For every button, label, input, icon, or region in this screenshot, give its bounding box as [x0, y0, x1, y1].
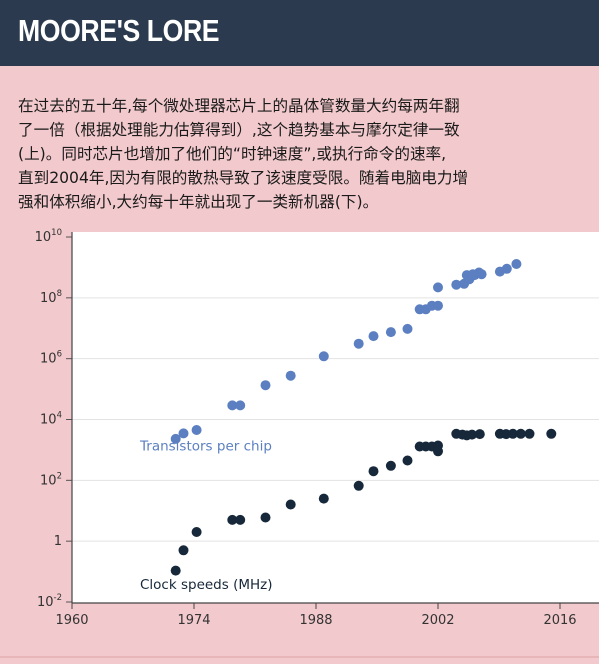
header-bar: MOORE'S LORE: [0, 0, 599, 66]
clock-speed-point: [178, 545, 189, 556]
labels: 1010 108 106 104 102 1 10-2 1960 1974 1988 2002 201…: [35, 228, 577, 628]
intro-line: 强和体积缩小,大约每十年就出现了一类新机器(下)。: [18, 193, 379, 211]
clock-speed-point: [191, 527, 202, 537]
series-label: Transistors per chip: [139, 439, 272, 455]
data-points: [170, 259, 557, 576]
transistor-point: [501, 263, 512, 274]
y-tick-label: 104: [40, 411, 62, 428]
y-tick-label: 10-2: [37, 593, 62, 610]
clock-speed-point: [507, 428, 518, 439]
moores-law-chart: 1010 108 106 104 102 1 10-2 1960 1974 1988 2002 201…: [35, 228, 599, 628]
transistor-point: [433, 282, 443, 293]
x-tick-label: 2002: [421, 613, 454, 628]
transistor-point: [402, 323, 413, 334]
y-tick-label: 106: [40, 350, 62, 367]
transistor-point: [433, 300, 443, 311]
clock-speed-point: [524, 428, 535, 439]
y-tick-label: 1: [54, 534, 62, 549]
transistor-point: [318, 351, 329, 362]
y-tick-label: 108: [40, 289, 62, 306]
y-tick-label: 1010: [35, 228, 62, 245]
transistor-point: [235, 400, 246, 411]
axes: [66, 232, 599, 609]
clock-speed-point: [260, 512, 271, 523]
clock-speed-point: [402, 455, 413, 466]
transistor-point: [451, 279, 462, 290]
clock-speed-point: [235, 514, 246, 525]
transistor-point: [260, 380, 271, 391]
clock-speed-point: [433, 446, 443, 457]
transistor-point: [353, 338, 364, 349]
transistor-point: [227, 400, 238, 411]
x-tick-label: 1988: [299, 613, 332, 628]
clock-speed-point: [546, 428, 557, 439]
transistor-point: [368, 331, 379, 342]
clock-speed-point: [474, 429, 485, 440]
clock-speed-point: [467, 429, 477, 440]
grid: [72, 297, 599, 542]
clock-speed-point: [170, 565, 181, 576]
y-tick-label: 102: [40, 471, 62, 488]
intro-line: 在过去的五十年,每个微处理器芯片上的晶体管数量大约每两年翻: [18, 97, 460, 115]
plot-background: [72, 232, 599, 603]
bottom-rule: [0, 656, 599, 658]
transistor-point: [285, 370, 296, 381]
transistor-point: [170, 433, 181, 444]
clock-speed-point: [353, 480, 364, 491]
intro-text: 在过去的五十年,每个微处理器芯片上的晶体管数量大约每两年翻 了一倍（根据处理能力…: [18, 94, 593, 214]
x-tick-label: 1974: [177, 613, 210, 628]
intro-line: (上)。同时芯片也增加了他们的“时钟速度”,或执行命令的速率,: [18, 145, 447, 163]
x-tick-label: 2016: [543, 613, 576, 628]
clock-speed-point: [368, 466, 379, 477]
clock-speed-point: [285, 499, 296, 510]
intro-line: 直到2004年,因为有限的散热导致了该速度受限。随着电脑电力增: [18, 169, 469, 187]
series-label: Clock speeds (MHz): [140, 577, 273, 593]
transistor-point: [511, 259, 522, 269]
page-title: MOORE'S LORE: [18, 13, 220, 48]
transistor-point: [476, 269, 487, 280]
intro-line: 了一倍（根据处理能力估算得到）,这个趋势基本与摩尔定律一致: [18, 121, 460, 139]
clock-speed-point: [515, 428, 526, 439]
x-tick-label: 1960: [55, 613, 88, 628]
clock-speed-point: [227, 514, 238, 525]
clock-speed-point: [318, 493, 329, 504]
transistor-point: [178, 428, 189, 439]
clock-speed-point: [385, 460, 396, 471]
transistor-point: [191, 425, 202, 435]
transistor-point: [385, 327, 396, 338]
